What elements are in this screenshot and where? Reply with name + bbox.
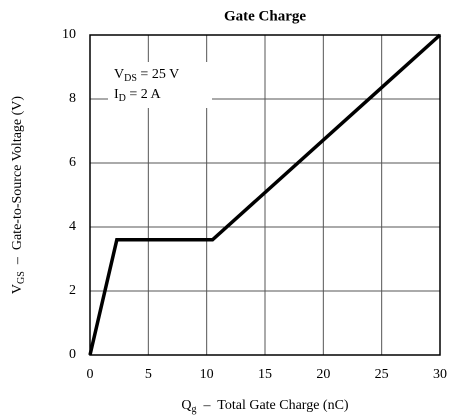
annotation-subscript: D [119, 93, 126, 104]
y-label-subscript: GS [16, 271, 27, 284]
x-tick-label: 10 [200, 367, 214, 382]
plot-frame [89, 34, 441, 356]
x-label-subscript: g [192, 404, 197, 415]
x-label-symbol: Q [181, 398, 191, 413]
chart-title: Gate Charge [224, 8, 306, 24]
y-label-symbol: V [10, 284, 25, 294]
y-axis-label: VGS – Gate-to-Source Voltage (V) [10, 96, 27, 294]
x-label-text: – Total Gate Charge (nC) [197, 398, 349, 413]
x-tick-label: 5 [145, 367, 152, 382]
y-tick-label: 0 [69, 347, 76, 362]
annotation-symbol: I [114, 87, 119, 102]
x-tick-label: 20 [316, 367, 330, 382]
x-tick-label: 15 [258, 367, 272, 382]
y-tick-label: 10 [62, 27, 76, 42]
y-tick-label: 6 [69, 155, 76, 170]
annotation-symbol: V [114, 67, 124, 82]
y-label-text: – Gate-to-Source Voltage (V) [10, 96, 25, 272]
x-tick-label: 30 [433, 367, 447, 382]
annotation-text: = 25 V [137, 67, 179, 82]
y-tick-label: 2 [69, 283, 76, 298]
annotation: VDS = 25 V [114, 67, 179, 84]
x-tick-label: 25 [375, 367, 389, 382]
annotation-background [108, 62, 212, 108]
y-tick-label: 4 [69, 219, 76, 234]
y-tick-label: 8 [69, 91, 76, 106]
x-tick-label: 0 [87, 367, 94, 382]
annotation: ID = 2 A [114, 87, 162, 104]
data-line [88, 33, 442, 356]
annotation-text: = 2 A [126, 87, 162, 102]
annotation-subscript: DS [124, 73, 137, 84]
x-axis-label: Qg – Total Gate Charge (nC) [181, 398, 349, 415]
